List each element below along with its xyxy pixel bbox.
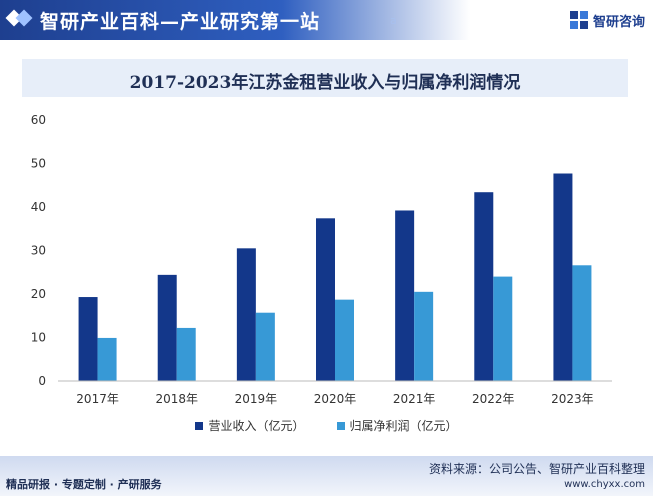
- bar-profit: [97, 337, 117, 381]
- bar-profit: [255, 312, 275, 381]
- bar-profit: [493, 276, 513, 381]
- legend-label-profit: 归属净利润（亿元）: [349, 419, 458, 433]
- y-tick-label: 20: [31, 287, 46, 301]
- y-tick-label: 10: [31, 331, 46, 345]
- chart-title: 2017-2023年江苏金租营业收入与归属净利润情况: [129, 73, 521, 93]
- bar-revenue: [157, 274, 177, 381]
- footer-source: 资料来源：公司公告、智研产业百科整理: [428, 462, 645, 476]
- chart-title-box: 2017-2023年江苏金租营业收入与归属净利润情况: [22, 59, 628, 97]
- footer-services: 精品研报 · 专题定制 · 产研服务: [6, 478, 162, 491]
- footer-url: www.chyxx.com: [564, 479, 645, 490]
- bar-revenue: [553, 173, 573, 381]
- brand: 智研咨询: [569, 8, 645, 32]
- header-band: [0, 0, 470, 40]
- y-tick-label: 50: [31, 157, 46, 171]
- bar-revenue: [474, 192, 494, 381]
- header-tag: a: [390, 14, 397, 27]
- y-tick-label: 0: [38, 374, 46, 388]
- legend-swatch-revenue: [195, 421, 204, 430]
- x-tick-label: 2022年: [472, 392, 515, 406]
- bar-profit: [335, 299, 354, 381]
- bar-revenue: [236, 248, 256, 381]
- x-tick-label: 2023年: [551, 392, 594, 406]
- footer-bar: [0, 456, 653, 496]
- header-title: 智研产业百科—产业研究第一站: [40, 11, 321, 33]
- header-bar: 智研产业百科—产业研究第一站 a 智研咨询: [0, 0, 653, 44]
- chart-legend: 营业收入（亿元） 归属净利润（亿元）: [0, 417, 653, 434]
- x-tick-label: 2020年: [314, 392, 357, 406]
- x-tick-label: 2018年: [155, 392, 198, 406]
- bar-revenue: [395, 210, 415, 381]
- legend-label-revenue: 营业收入（亿元）: [208, 419, 305, 433]
- bar-revenue: [78, 297, 98, 381]
- brand-logo-icon: [569, 11, 588, 29]
- legend-swatch-profit: [336, 421, 345, 430]
- x-tick-label: 2017年: [76, 392, 119, 406]
- bar-chart: 0 10 20 30 40 50 60 2017年 2018年 2019年 2020年 2021年 20…: [31, 113, 612, 406]
- legend-item-profit: 归属净利润（亿元）: [336, 417, 458, 434]
- bar-profit: [572, 265, 592, 381]
- brand-name: 智研咨询: [592, 14, 645, 30]
- y-tick-label: 30: [31, 244, 46, 258]
- x-tick-label: 2021年: [393, 392, 436, 406]
- y-tick-label: 60: [31, 113, 46, 127]
- legend-item-revenue: 营业收入（亿元）: [195, 417, 305, 434]
- y-tick-label: 40: [31, 200, 46, 214]
- bar-profit: [176, 327, 196, 381]
- bar-revenue: [316, 218, 335, 381]
- bar-profit: [414, 291, 434, 381]
- x-tick-label: 2019年: [235, 392, 278, 406]
